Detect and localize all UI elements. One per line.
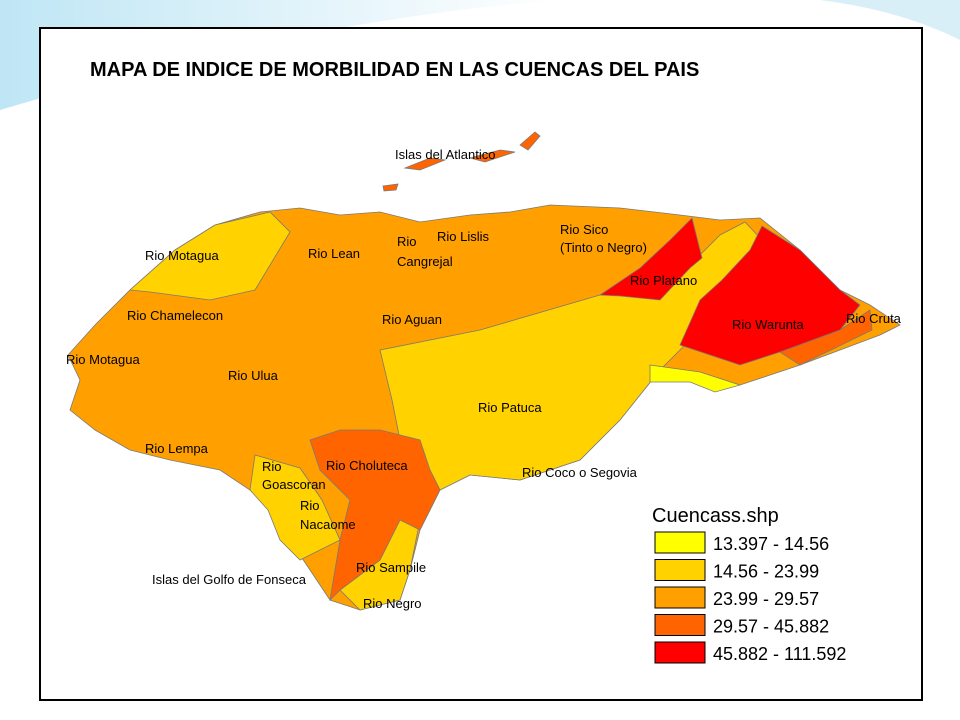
region-label: Rio Warunta: [732, 317, 805, 332]
region-label: Rio Aguan: [382, 312, 442, 327]
legend-label: 14.56 - 23.99: [713, 562, 819, 582]
region-label: Rio Ulua: [228, 368, 279, 383]
region-label: Nacaome: [300, 517, 356, 532]
region-label: Rio: [300, 498, 320, 513]
region: [129, 211, 291, 301]
island: [519, 131, 541, 151]
region-label: Rio Sico: [560, 222, 608, 237]
region: [598, 217, 703, 301]
region-label: Cangrejal: [397, 254, 453, 269]
region-label: Rio: [397, 234, 417, 249]
region-label: Rio Platano: [630, 273, 697, 288]
region: [649, 364, 742, 393]
region-label: Rio Lean: [308, 246, 360, 261]
map-title: MAPA DE INDICE DE MORBILIDAD EN LAS CUEN…: [90, 59, 699, 81]
region-label: Rio Lislis: [437, 229, 490, 244]
region-label: Rio Negro: [363, 596, 422, 611]
legend-swatch: [654, 641, 706, 664]
region-label: Rio Motagua: [145, 248, 219, 263]
legend-swatch: [654, 614, 706, 636]
legend-label: 23.99 - 29.57: [713, 589, 819, 609]
legend-swatch: [654, 531, 706, 554]
region-label: Rio: [262, 459, 282, 474]
legend-swatch: [654, 559, 706, 581]
region: [309, 429, 441, 602]
legend: Cuencass.shp 13.397 - 14.56 14.56 - 23.99…: [652, 505, 846, 664]
region-label: Rio Chamelecon: [127, 308, 223, 323]
region-label: Rio Coco o Segovia: [522, 465, 638, 480]
region-label: Rio Motagua: [66, 352, 140, 367]
legend-label: 45.882 - 111.592: [713, 644, 846, 664]
island: [403, 157, 447, 171]
region-label: Rio Sampile: [356, 560, 426, 575]
region-label: Goascoran: [262, 477, 326, 492]
region-label: Rio Lempa: [145, 441, 209, 456]
region: [679, 225, 861, 366]
region-label: (Tinto o Negro): [560, 240, 647, 255]
region: [249, 454, 341, 561]
island: [382, 183, 399, 192]
region-label: Rio Cruta: [846, 311, 902, 326]
legend-label: 29.57 - 45.882: [713, 617, 829, 637]
region-label: Rio Patuca: [478, 400, 542, 415]
region-label: Rio Choluteca: [326, 458, 408, 473]
region-labels: Islas del Atlantico Rio Motagua Rio Lean…: [66, 147, 902, 611]
region-label: Islas del Atlantico: [395, 147, 495, 162]
island: [468, 149, 516, 163]
region-label: Islas del Golfo de Fonseca: [152, 572, 307, 587]
slide-decoration: [820, 0, 960, 40]
legend-title: Cuencass.shp: [652, 505, 779, 527]
legend-label: 13.397 - 14.56: [713, 534, 829, 554]
regions: [67, 131, 901, 611]
legend-swatch: [654, 586, 706, 609]
